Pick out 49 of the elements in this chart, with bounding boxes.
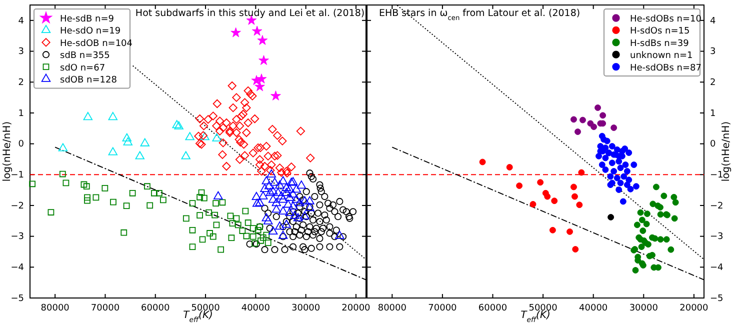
- legend-label: sdOB n=128: [60, 76, 118, 86]
- x-tick-label: 60000: [141, 303, 170, 314]
- legend-label: He-sdB n=9: [60, 14, 114, 24]
- y-tick-label: 3: [710, 47, 716, 58]
- x-tick-label: 20000: [680, 303, 709, 314]
- chart-title: Hot subdwarfs in this study and Lei et al. (2018): [135, 8, 365, 19]
- x-tick-label: 70000: [428, 303, 458, 314]
- x-tick-label: 40000: [241, 303, 270, 314]
- x-tick-label: 20000: [342, 303, 371, 314]
- y-tick-label: −2: [710, 201, 724, 212]
- legend-label: He-sdOB n=104: [60, 38, 133, 49]
- y-tick-label: −1: [710, 170, 724, 181]
- legend-label: unknown n=1: [630, 51, 693, 62]
- y-axis-title: log(nHe/nH): [721, 121, 732, 182]
- y-tick-label: −3: [10, 232, 24, 242]
- y-tick-label: −1: [10, 170, 24, 181]
- y-tick-label: 4: [710, 16, 716, 26]
- x-tick-label: 80000: [378, 303, 407, 314]
- legend-label: He-sdOBs n=10: [630, 14, 702, 24]
- y-tick-label: 0: [710, 140, 716, 150]
- y-tick-label: −4: [710, 263, 724, 274]
- x-tick-label: 80000: [40, 303, 70, 314]
- x-tick-label: 30000: [292, 303, 320, 314]
- y-tick-label: 2: [710, 78, 716, 88]
- x-tick-label: 70000: [90, 303, 120, 314]
- x-tick-label: 40000: [579, 303, 608, 314]
- x-tick-label: 30000: [629, 303, 658, 314]
- y-tick-label: −3: [710, 232, 724, 242]
- y-tick-label: 1: [710, 108, 716, 119]
- x-axis-title: T$_{eff}$(K): [520, 310, 550, 323]
- legend-label: H-sdBs n=39: [630, 38, 690, 49]
- y-tick-label: −2: [10, 201, 24, 212]
- x-axis-title: T$_{eff}$(K): [183, 310, 213, 323]
- y-tick-label: 1: [18, 108, 24, 119]
- legend-label: He-sdOBs n=87: [630, 63, 702, 74]
- legend-label: sdO n=67: [60, 63, 106, 74]
- legend-label: sdB n=355: [60, 51, 110, 62]
- y-tick-label: −4: [10, 263, 24, 274]
- text: EHB stars in ω$_{cen}$ from Latour et al. (2018): [379, 8, 580, 22]
- y-tick-label: 2: [18, 78, 24, 88]
- y-tick-label: 4: [18, 16, 24, 26]
- legend-label: He-sdO n=19: [60, 26, 121, 37]
- y-tick-label: 3: [18, 47, 24, 58]
- legend-label: H-sdOs n=15: [630, 26, 690, 37]
- y-axis-title: log(nHe/nH): [2, 121, 13, 182]
- y-tick-label: −5: [710, 294, 724, 304]
- y-tick-label: 0: [18, 140, 24, 150]
- x-tick-label: 60000: [478, 303, 508, 314]
- y-tick-label: −5: [10, 294, 24, 304]
